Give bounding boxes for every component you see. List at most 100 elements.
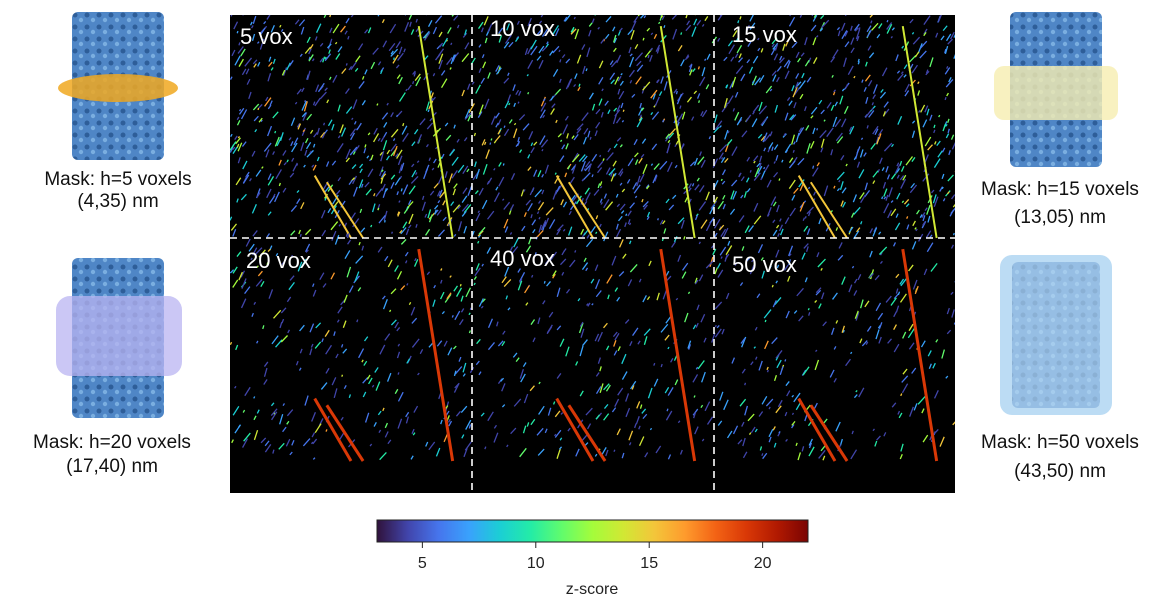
streak <box>242 409 246 413</box>
streak <box>468 330 471 334</box>
streak <box>559 155 565 163</box>
streak <box>582 339 588 347</box>
streak <box>675 90 678 95</box>
streak <box>372 47 379 55</box>
streak <box>238 271 243 281</box>
streak <box>911 241 917 250</box>
streak <box>810 106 818 115</box>
streak <box>568 210 572 216</box>
streak <box>864 110 872 119</box>
streak <box>763 166 766 170</box>
streak <box>714 267 718 275</box>
streak <box>400 285 406 291</box>
streak <box>273 309 282 319</box>
streak <box>291 157 295 162</box>
streak <box>851 265 855 269</box>
streak <box>763 133 771 142</box>
streak <box>927 215 931 223</box>
streak <box>795 442 798 447</box>
streak <box>482 163 488 175</box>
streak <box>362 376 369 384</box>
streak <box>244 286 251 295</box>
streak <box>908 264 914 272</box>
streak <box>357 43 364 51</box>
streak <box>559 437 563 441</box>
streak <box>925 69 929 74</box>
streak <box>355 255 364 264</box>
streak <box>524 285 530 294</box>
streak <box>377 207 380 211</box>
streak <box>775 405 782 414</box>
streak <box>772 229 778 237</box>
streak <box>701 438 705 442</box>
streak <box>375 381 381 391</box>
streak <box>383 122 388 128</box>
streak <box>346 233 350 239</box>
streak <box>896 162 900 167</box>
streak <box>487 177 493 184</box>
streak <box>286 420 290 425</box>
streak <box>446 292 452 300</box>
streak <box>667 387 674 396</box>
streak <box>771 146 774 151</box>
streak <box>665 133 670 140</box>
streak <box>380 69 383 75</box>
streak <box>760 48 764 53</box>
streak <box>820 267 823 271</box>
streak <box>519 278 523 284</box>
streak <box>621 120 625 123</box>
streak <box>421 201 426 211</box>
streak <box>504 266 510 277</box>
streak <box>788 259 791 266</box>
streak <box>931 189 935 194</box>
streak <box>947 128 950 134</box>
streak <box>286 62 291 71</box>
streak <box>810 24 817 32</box>
streak <box>373 193 376 197</box>
streak <box>434 209 437 215</box>
streak <box>948 150 951 156</box>
filament <box>809 181 848 239</box>
streak <box>784 217 790 225</box>
streak <box>395 64 400 69</box>
streak <box>312 143 316 148</box>
streak <box>326 99 330 104</box>
streak <box>508 41 514 48</box>
streak <box>538 59 544 69</box>
streak <box>258 103 263 109</box>
streak <box>321 133 326 139</box>
streak <box>896 174 900 179</box>
streak <box>242 15 244 16</box>
streak <box>932 194 937 204</box>
streak <box>713 127 720 134</box>
streak <box>803 243 809 249</box>
streak <box>297 123 302 130</box>
streak <box>830 104 835 111</box>
streak <box>808 442 813 449</box>
streak <box>327 43 332 49</box>
streak <box>314 423 322 434</box>
streak <box>263 142 272 152</box>
streak <box>346 266 352 278</box>
streak <box>734 262 738 266</box>
streak <box>888 187 893 198</box>
streak <box>637 340 641 345</box>
streak <box>437 175 444 185</box>
streak <box>924 136 932 147</box>
streak <box>466 168 470 173</box>
streak <box>603 383 610 391</box>
streak <box>460 308 465 313</box>
streak <box>533 169 538 177</box>
streak <box>635 76 642 85</box>
streak <box>721 180 726 185</box>
streak <box>503 218 509 229</box>
streak <box>617 88 621 95</box>
streak <box>859 192 865 200</box>
streak <box>897 291 901 296</box>
streak <box>595 215 599 220</box>
streak <box>595 290 602 298</box>
streak <box>452 204 461 213</box>
streak <box>704 401 711 412</box>
streak <box>290 117 296 126</box>
streak <box>570 28 577 35</box>
